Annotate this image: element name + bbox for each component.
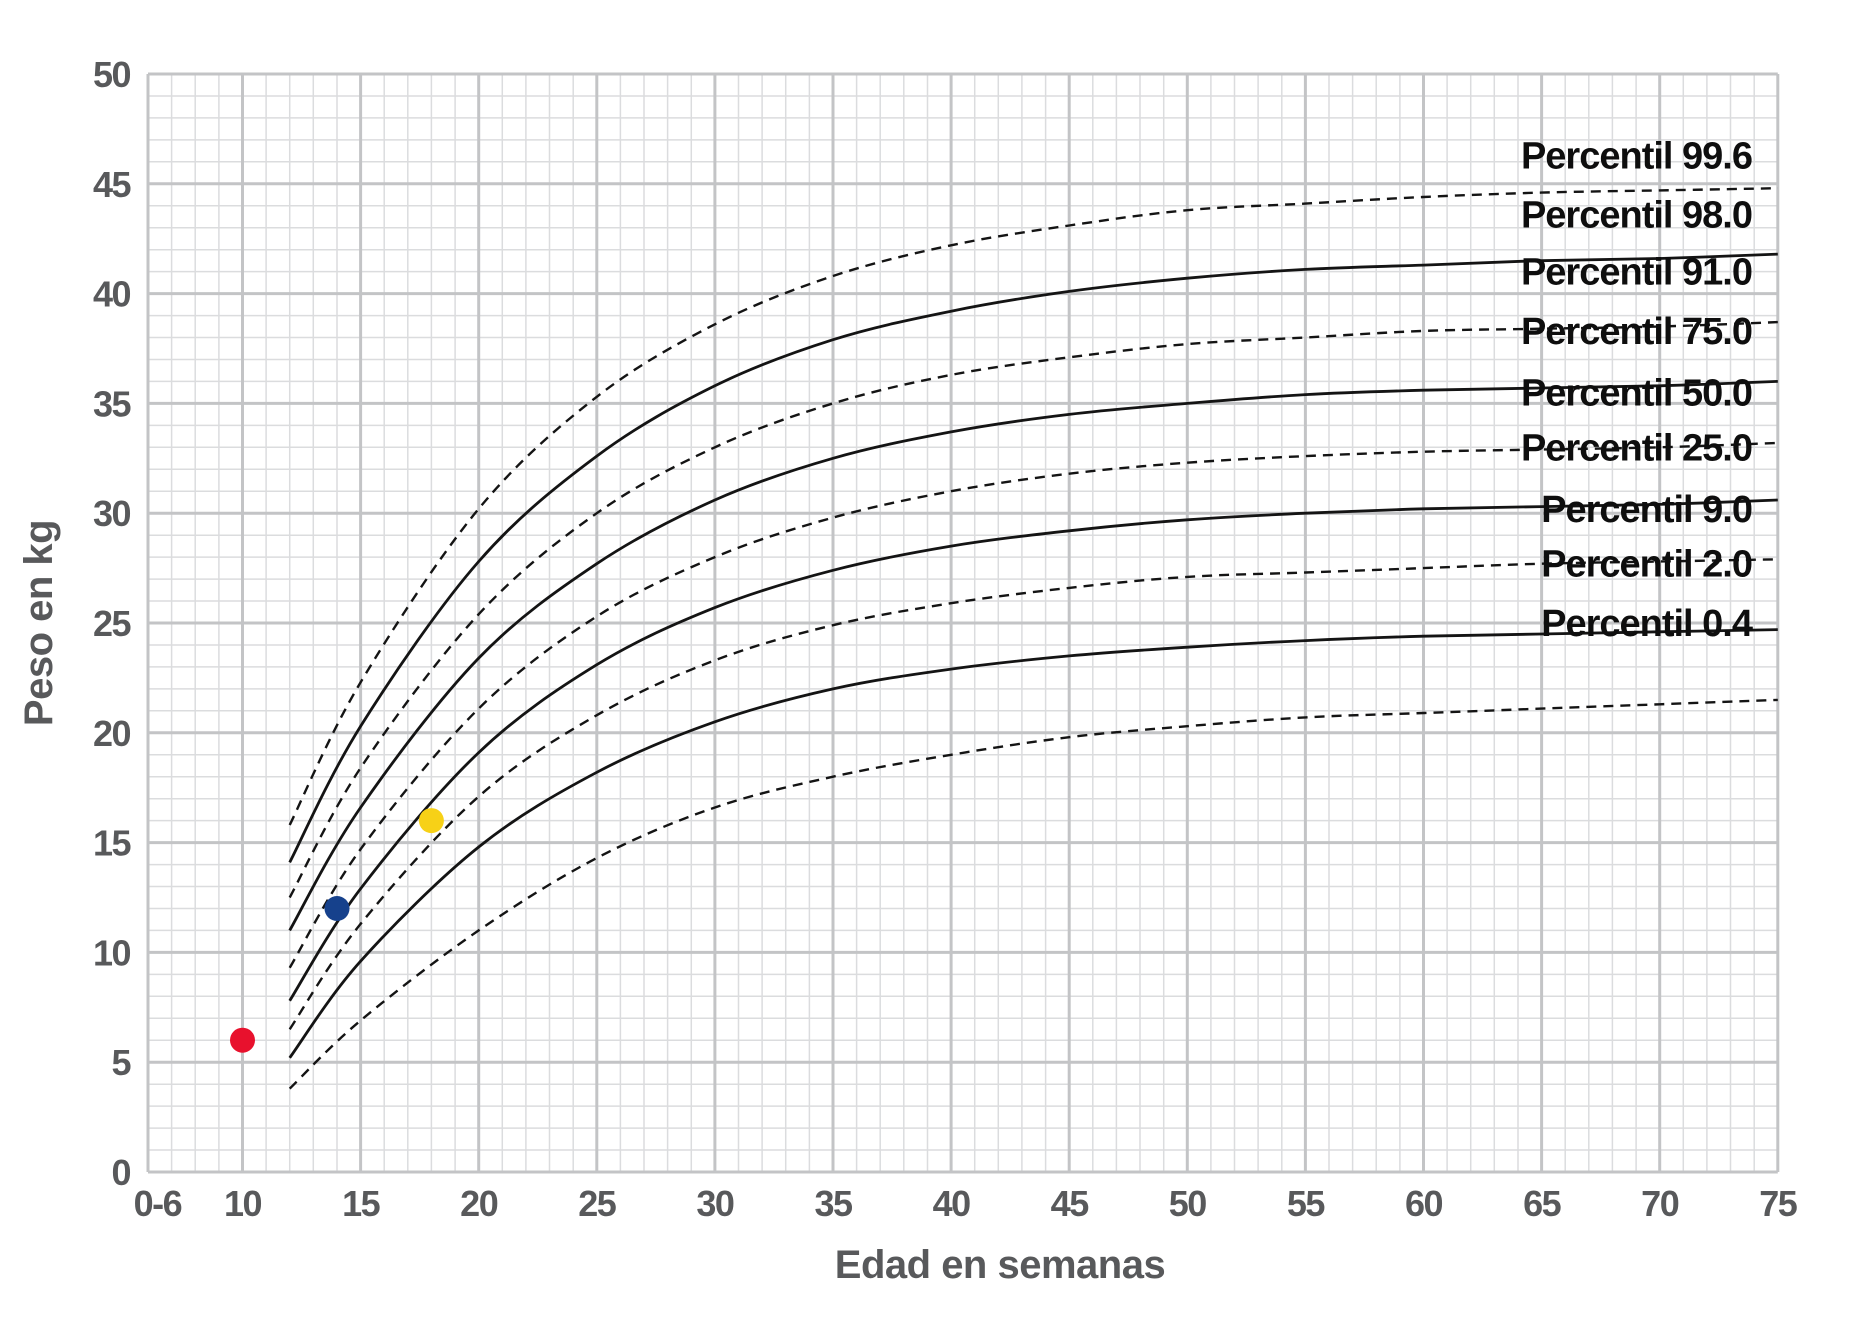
y-tick-label: 45 [93, 164, 132, 205]
x-tick-label: 30 [696, 1183, 734, 1224]
data-points-layer [230, 808, 444, 1053]
percentile-curve-25 [288, 498, 1778, 1002]
percentile-curve-98 [288, 252, 1778, 864]
x-tick-label: 65 [1523, 1183, 1562, 1224]
percentile-curves-layer [288, 187, 1778, 1090]
y-tick-label: 40 [93, 274, 131, 315]
x-tick-label: 40 [933, 1183, 971, 1224]
data-point-blue [324, 896, 350, 921]
percentile-curve-50 [288, 441, 1778, 969]
x-tick-label: 55 [1287, 1183, 1326, 1224]
x-axis-title: Edad en semanas [835, 1243, 1165, 1287]
percentile-label-50: Percentil 50.0 [1521, 372, 1752, 414]
percentile-curve-0.4 [288, 698, 1778, 1090]
x-tick-label: 60 [1405, 1183, 1443, 1224]
x-tick-label: 70 [1641, 1183, 1679, 1224]
y-axis-title: Peso en kg [17, 520, 61, 726]
x-tick-label: 0-6 [134, 1183, 182, 1224]
percentile-curve-2 [288, 628, 1778, 1059]
x-tick-label: 45 [1051, 1183, 1090, 1224]
y-tick-label: 20 [93, 713, 131, 754]
x-tick-label: 25 [578, 1183, 617, 1224]
y-tick-label: 10 [93, 932, 131, 973]
percentile-label-2: Percentil 2.0 [1541, 544, 1752, 586]
y-tick-label: 0 [111, 1152, 130, 1193]
x-tick-label: 50 [1169, 1183, 1207, 1224]
y-tick-label: 15 [93, 823, 132, 864]
percentile-label-98: Percentil 98.0 [1521, 195, 1752, 237]
axis-ticks-layer: 0-6 10 15 20 25 30 35 40 45 50 55 60 65 70 75 0 5 10 15 20 2… [93, 54, 1799, 1224]
percentile-curve-99.6 [288, 187, 1778, 826]
y-tick-label: 5 [111, 1042, 131, 1083]
x-tick-label: 20 [460, 1183, 498, 1224]
percentile-label-9: Percentil 9.0 [1541, 489, 1752, 531]
y-tick-label: 50 [93, 54, 131, 95]
y-tick-label: 25 [93, 603, 132, 644]
percentile-labels-layer: Percentil 99.6 Percentil 98.0 Percentil 91… [1521, 135, 1754, 645]
percentile-label-25: Percentil 25.0 [1521, 427, 1752, 469]
percentile-curve-75 [288, 380, 1778, 932]
data-point-red [230, 1027, 255, 1053]
x-tick-label: 15 [342, 1183, 381, 1224]
grid-layer [146, 72, 1780, 1174]
x-tick-label: 75 [1759, 1183, 1798, 1224]
percentile-label-75: Percentil 75.0 [1521, 311, 1752, 353]
percentile-label-91: Percentil 91.0 [1521, 252, 1752, 294]
percentile-label-0.4: Percentil 0.4 [1541, 603, 1753, 645]
y-tick-label: 30 [93, 493, 131, 534]
percentile-curve-91 [288, 320, 1778, 899]
percentile-label-99.6: Percentil 99.6 [1521, 135, 1752, 177]
y-tick-label: 35 [93, 383, 132, 424]
x-tick-label: 10 [224, 1183, 262, 1224]
percentile-curve-9 [288, 558, 1778, 1030]
x-tick-label: 35 [814, 1183, 853, 1224]
data-point-yellow [418, 808, 444, 834]
